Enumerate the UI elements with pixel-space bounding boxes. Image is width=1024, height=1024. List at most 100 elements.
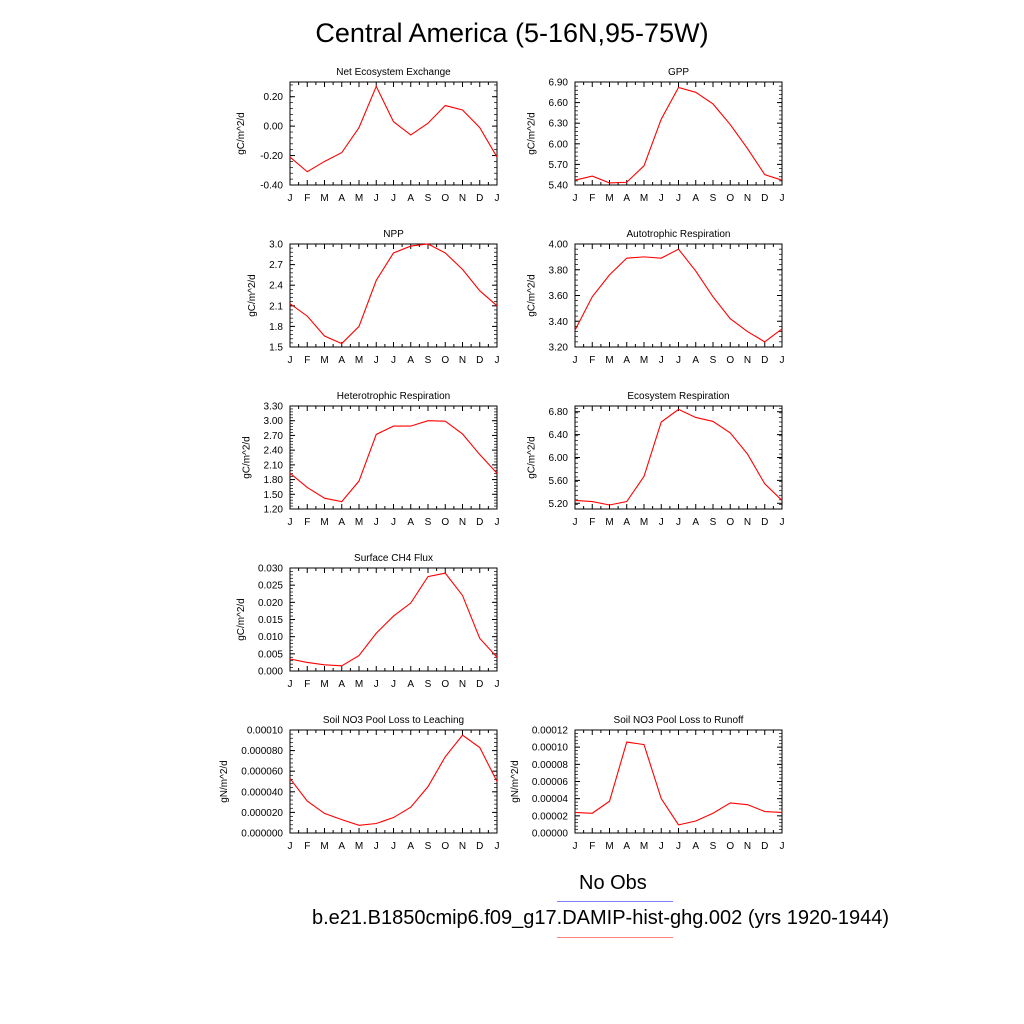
x-tick-label: O (441, 841, 449, 852)
x-tick-label: J (573, 517, 578, 528)
panel-title: Ecosystem Respiration (627, 391, 729, 402)
x-tick-label: A (692, 517, 699, 528)
x-tick-label: J (659, 193, 664, 204)
series-line (289, 243, 498, 345)
x-tick-label: A (692, 841, 699, 852)
x-tick-label: J (780, 355, 785, 366)
x-tick-label: A (407, 193, 414, 204)
x-tick-label: J (573, 355, 578, 366)
x-tick-label: A (338, 355, 345, 366)
x-tick-label: A (407, 679, 414, 690)
x-tick-label: J (676, 517, 681, 528)
y-tick-label: 3.60 (549, 291, 569, 302)
panel-title: Soil NO3 Pool Loss to Runoff (614, 715, 744, 726)
y-tick-label: 5.40 (549, 181, 569, 192)
y-tick-label: 3.0 (269, 240, 283, 251)
x-tick-label: J (391, 193, 396, 204)
y-tick-label: 0.000040 (241, 787, 283, 798)
x-tick-label: O (726, 517, 734, 528)
x-tick-label: A (407, 355, 414, 366)
x-tick-label: J (780, 517, 785, 528)
x-tick-label: N (744, 841, 751, 852)
y-tick-label: -0.40 (260, 181, 283, 192)
x-tick-label: J (495, 517, 500, 528)
y-tick-label: 1.8 (269, 322, 283, 333)
y-tick-label: 0.00 (264, 122, 284, 133)
x-tick-label: S (710, 517, 717, 528)
plot-frame (289, 81, 498, 186)
legend-label-obs: No Obs (579, 872, 647, 894)
plot-frame (574, 729, 783, 834)
x-tick-label: A (692, 355, 699, 366)
y-tick-label: 6.30 (549, 119, 569, 130)
y-tick-label: 0.000020 (241, 808, 283, 819)
x-tick-label: S (425, 355, 432, 366)
x-tick-label: M (605, 517, 613, 528)
x-tick-label: J (676, 355, 681, 366)
x-tick-label: M (640, 841, 648, 852)
x-tick-label: J (676, 193, 681, 204)
panel-title: Autotrophic Respiration (627, 229, 731, 240)
x-tick-label: A (623, 193, 630, 204)
x-tick-label: N (459, 355, 466, 366)
y-tick-label: 3.20 (549, 343, 569, 354)
x-tick-label: D (476, 355, 483, 366)
x-tick-label: M (640, 355, 648, 366)
x-tick-label: N (744, 193, 751, 204)
y-tick-label: 0.00010 (532, 743, 569, 754)
y-tick-label: 0.030 (258, 564, 283, 575)
x-tick-label: M (605, 193, 613, 204)
x-tick-label: J (495, 679, 500, 690)
plot-frame (289, 567, 498, 672)
x-tick-label: J (288, 679, 293, 690)
y-tick-label: 0.000000 (241, 829, 283, 840)
x-tick-label: M (320, 517, 328, 528)
plot-frame (574, 405, 783, 510)
y-tick-label: 6.00 (549, 139, 569, 150)
panel-title: Heterotrophic Respiration (337, 391, 450, 402)
y-axis-label: gC/m^2/d (527, 112, 538, 155)
x-tick-label: N (459, 193, 466, 204)
y-tick-label: 0.015 (258, 615, 283, 626)
y-tick-label: 3.40 (549, 317, 569, 328)
y-tick-label: 2.7 (269, 260, 283, 271)
x-tick-label: J (374, 193, 379, 204)
y-tick-label: 2.4 (269, 281, 283, 292)
x-tick-label: S (710, 193, 717, 204)
x-tick-label: J (288, 841, 293, 852)
panel-title: GPP (668, 67, 689, 78)
y-tick-label: 1.80 (264, 475, 284, 486)
x-tick-label: A (338, 517, 345, 528)
x-tick-label: M (320, 193, 328, 204)
x-tick-label: J (391, 679, 396, 690)
x-tick-label: O (441, 517, 449, 528)
y-axis-label: gC/m^2/d (247, 274, 258, 317)
x-tick-label: F (589, 355, 595, 366)
y-tick-label: 0.025 (258, 581, 283, 592)
y-axis-label: gN/m^2/d (510, 760, 521, 803)
x-tick-label: M (355, 193, 363, 204)
y-axis-label: gC/m^2/d (527, 274, 538, 317)
y-tick-label: 0.00008 (532, 760, 569, 771)
x-tick-label: A (623, 355, 630, 366)
x-tick-label: J (659, 841, 664, 852)
x-tick-label: J (495, 355, 500, 366)
y-tick-label: 2.40 (264, 446, 284, 457)
series-line (574, 741, 783, 826)
x-tick-label: A (623, 517, 630, 528)
y-tick-label: 3.80 (549, 265, 569, 276)
plot-frame (574, 243, 783, 348)
y-axis-label: gC/m^2/d (236, 112, 247, 155)
y-tick-label: 0.010 (258, 632, 283, 643)
y-axis-label: gC/m^2/d (527, 436, 538, 479)
x-tick-label: J (391, 841, 396, 852)
x-tick-label: A (338, 193, 345, 204)
x-tick-label: J (374, 517, 379, 528)
x-tick-label: D (476, 517, 483, 528)
x-tick-label: D (761, 355, 768, 366)
